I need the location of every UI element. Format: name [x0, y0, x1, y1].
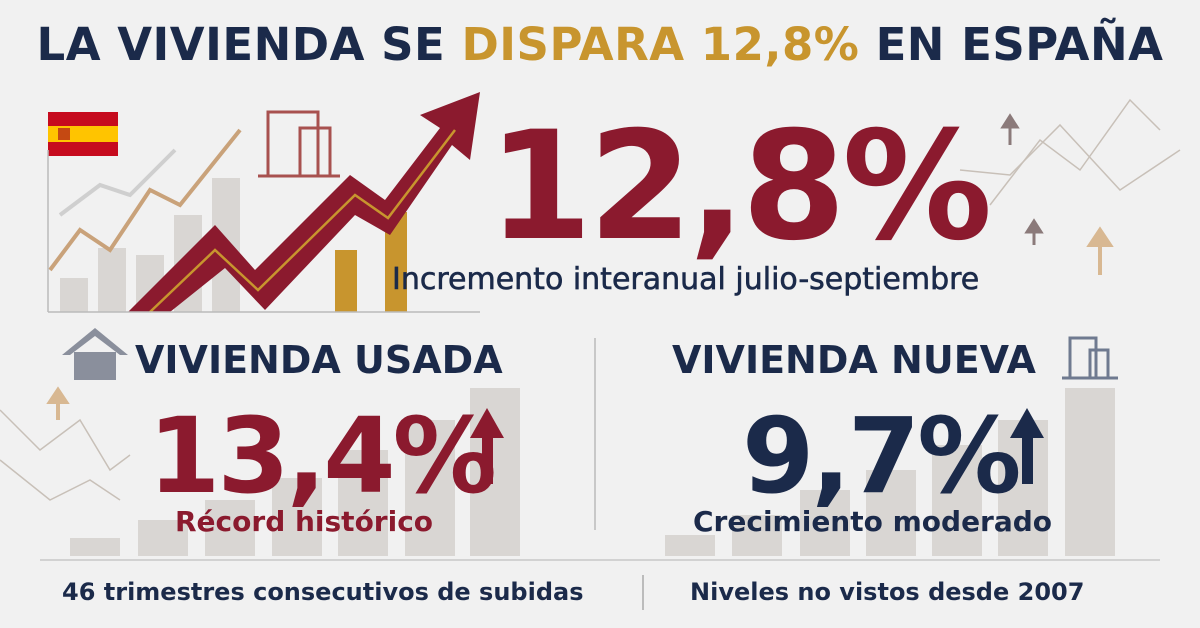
section-caption: Crecimiento moderado — [693, 505, 1053, 538]
office-icon — [1062, 336, 1118, 380]
building-icon — [258, 110, 340, 178]
small-arrows — [1000, 113, 1044, 245]
house-icon — [62, 328, 128, 380]
title-text: LA VIVIENDA SE — [36, 18, 446, 71]
flag — [48, 112, 118, 156]
gold-bar — [335, 250, 357, 312]
section-heading: VIVIENDA NUEVA — [672, 338, 1036, 382]
main-caption: Incremento interanual julio-septiembre — [392, 262, 980, 298]
gold-bar — [385, 212, 407, 312]
trend-line — [48, 128, 242, 272]
small-arrows — [46, 226, 1114, 420]
up-arrow — [470, 408, 1044, 484]
title-highlight: DISPARA 12,8% — [461, 18, 860, 71]
section-heading: VIVIENDA USADA — [135, 338, 503, 382]
trend-line — [58, 148, 177, 217]
big-arrow — [128, 92, 480, 312]
network-decoration — [0, 98, 1181, 501]
section-value: 13,4% — [148, 395, 497, 517]
arrow-accent — [149, 129, 456, 313]
footer-note: 46 trimestres consecutivos de subidas — [62, 578, 584, 606]
title-text: EN ESPAÑA — [875, 18, 1164, 71]
section-caption: Récord histórico — [175, 505, 434, 538]
section-value: 9,7% — [742, 395, 1021, 517]
title: LA VIVIENDA SE DISPARA 12,8% EN ESPAÑA — [0, 18, 1200, 71]
main-value: 12,8% — [488, 100, 992, 274]
footer-note: Niveles no vistos desde 2007 — [690, 578, 1085, 606]
